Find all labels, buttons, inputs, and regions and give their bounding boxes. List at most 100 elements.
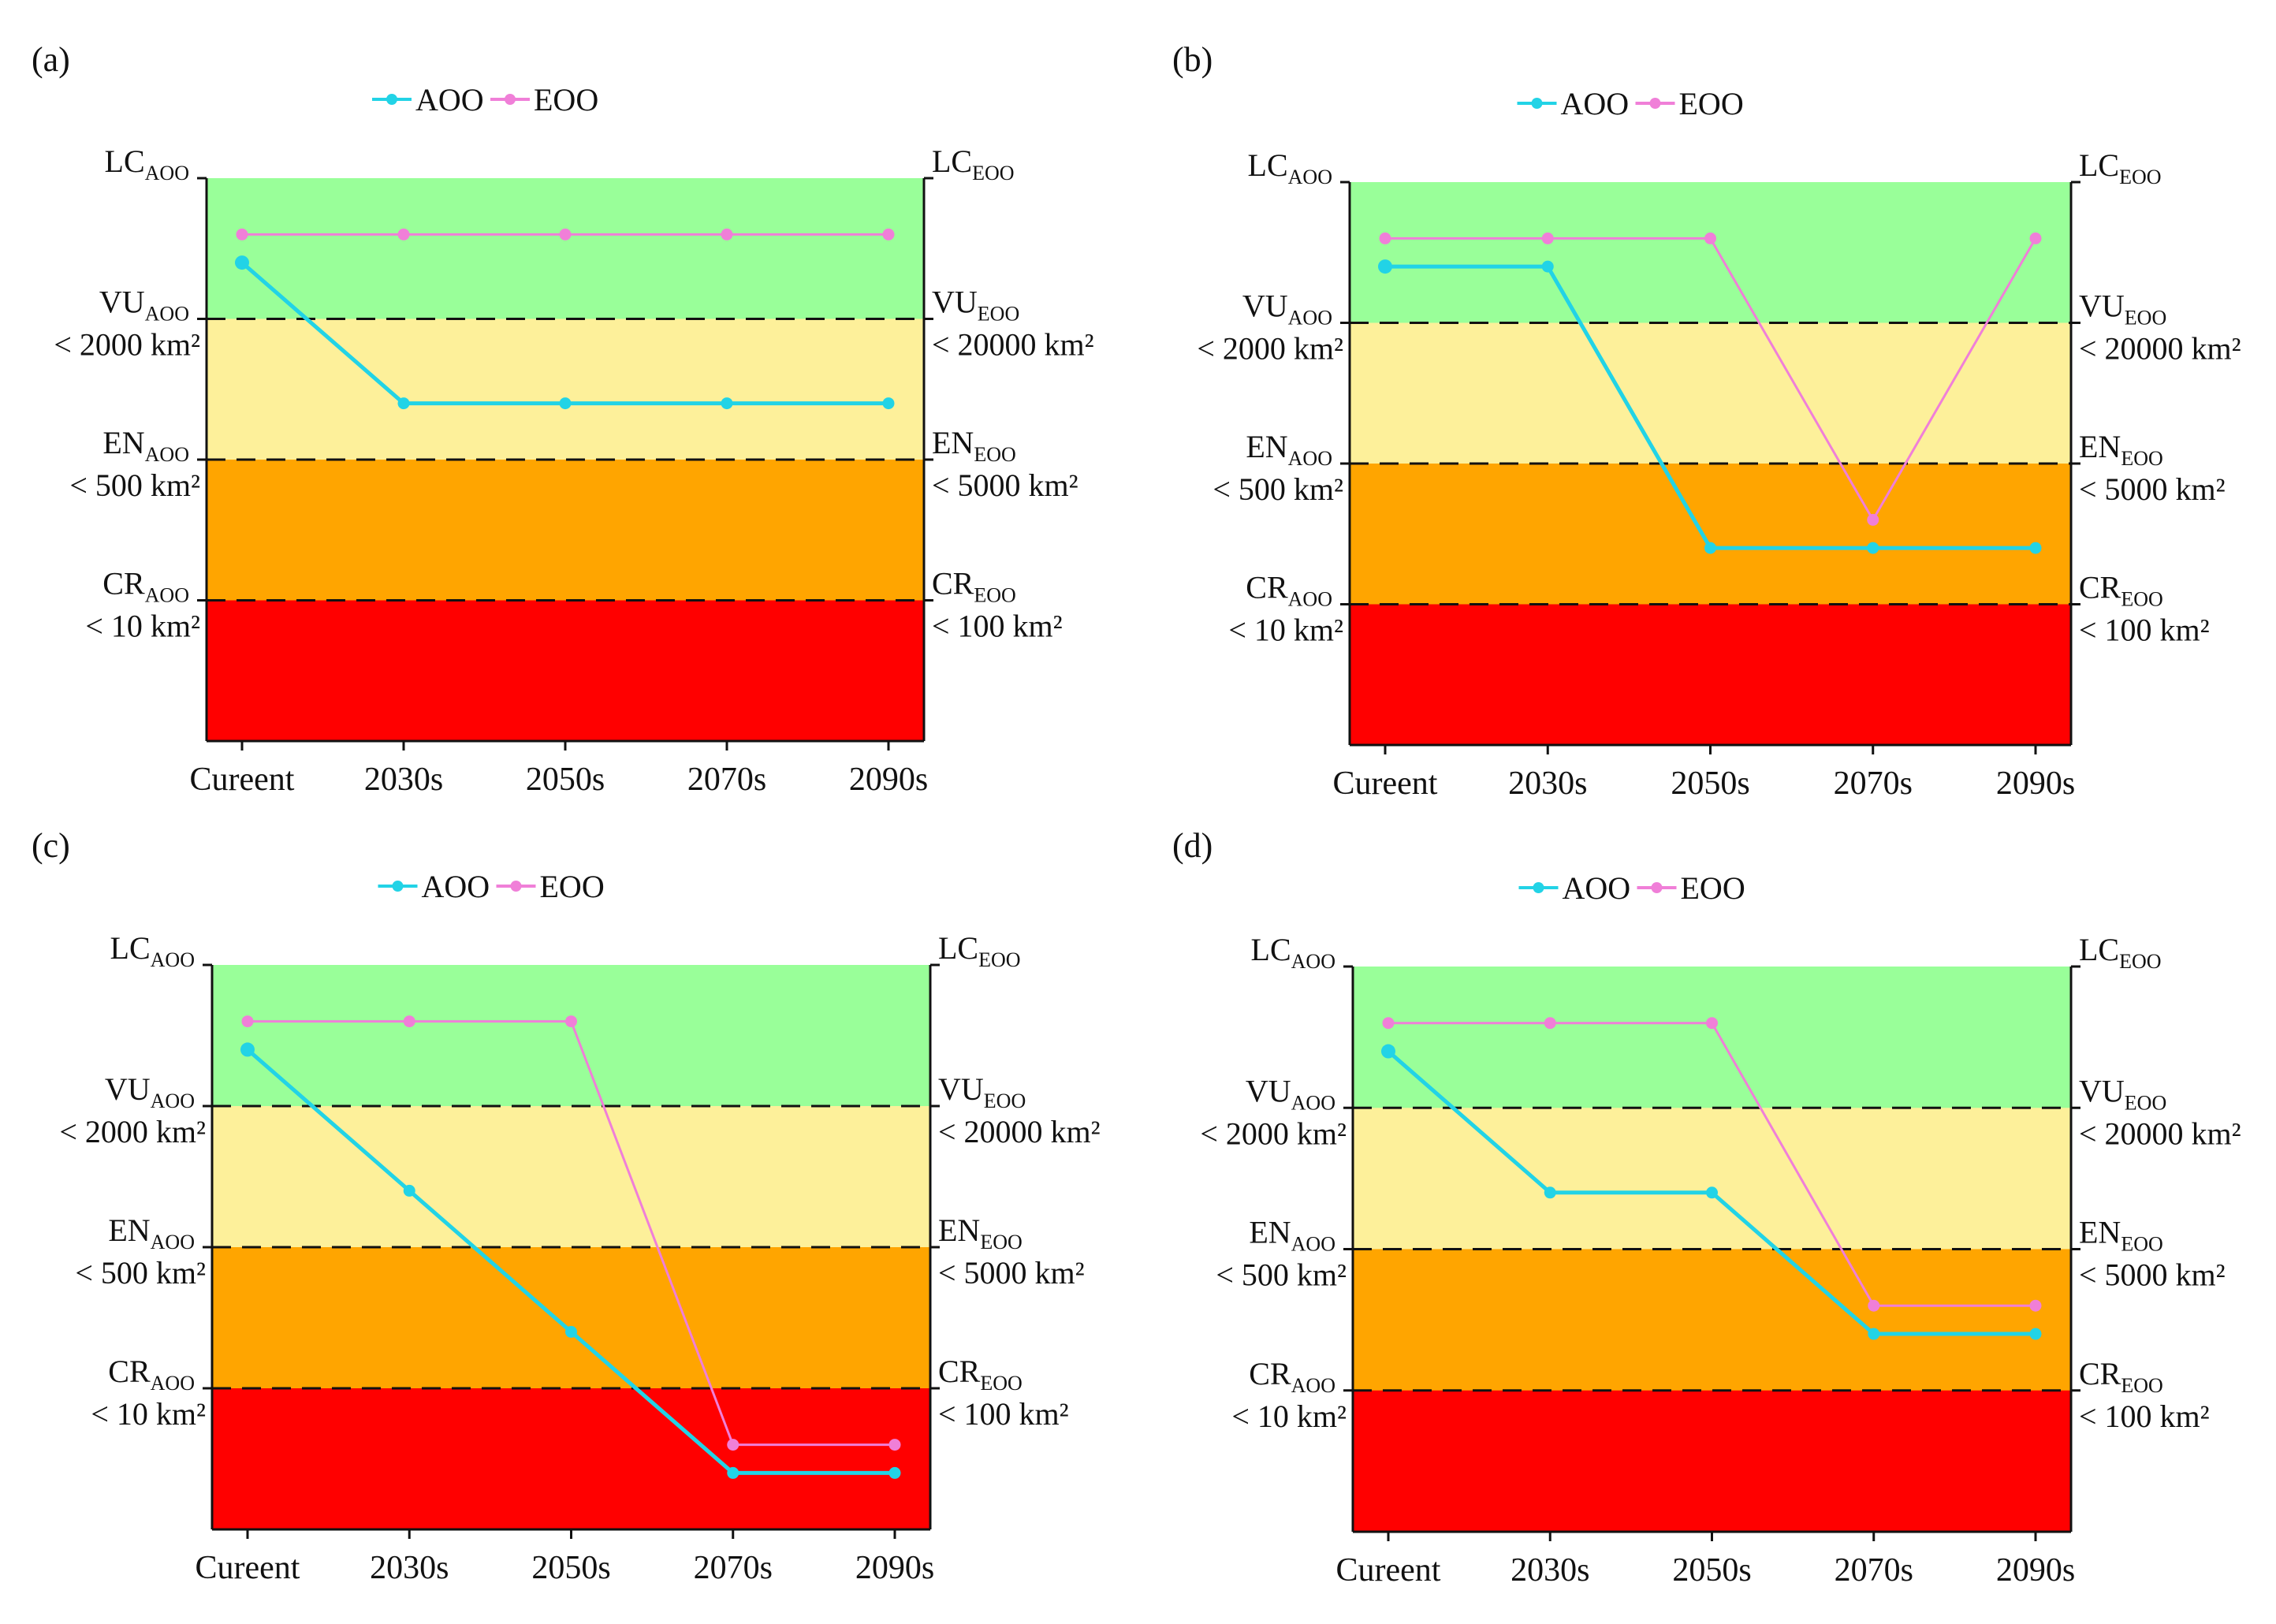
label-abbr: VU [99,285,145,320]
right-threshold-label: < 20000 km² [938,1114,1101,1149]
data-point-eoo [721,228,733,240]
x-tick-label: 2050s [526,762,605,798]
label-subscript: AOO [1288,166,1332,188]
data-point-aoo [1704,542,1716,554]
right-threshold-label: < 100 km² [938,1396,1069,1432]
label-abbr: VU [1242,289,1288,324]
left-label-cr: CRAOO [1249,1356,1335,1397]
panel-label: (b) [1172,40,1213,79]
label-subscript: AOO [151,1231,195,1253]
right-label-vu: VUEOO [2079,289,2166,330]
legend-swatch-marker [510,881,522,892]
label-abbr: EN [938,1212,980,1248]
x-tick-label: 2090s [849,762,928,798]
data-point-eoo [1706,1017,1718,1030]
band-cr [1353,1390,2071,1533]
label-subscript: AOO [145,162,189,184]
label-abbr: CR [938,1354,981,1389]
right-threshold-label: < 100 km² [2079,613,2210,648]
left-threshold-label: < 500 km² [1216,1257,1347,1293]
right-label-cr: CREOO [2079,1356,2163,1397]
label-abbr: CR [102,566,145,602]
data-point-aoo [888,1466,901,1479]
label-abbr: EN [2079,429,2121,464]
band-cr [1350,604,2071,746]
label-subscript: EOO [2119,950,2161,973]
label-abbr: LC [2079,147,2119,183]
panel-label: (a) [32,40,70,79]
data-point-eoo [403,1015,415,1028]
x-tick-label: 2090s [855,1550,934,1586]
x-tick-label: Cureent [196,1550,300,1586]
left-threshold-label: < 2000 km² [1200,1116,1347,1151]
label-abbr: CR [1246,570,1288,605]
data-point-eoo [888,1439,901,1451]
label-abbr: EN [932,425,974,460]
label-subscript: AOO [1291,1233,1335,1256]
label-subscript: AOO [1288,307,1332,330]
right-label-cr: CREOO [938,1354,1023,1395]
left-threshold-label: < 10 km² [1231,1399,1347,1434]
right-label-lc: LCEOO [938,930,1021,971]
data-point-eoo [1704,232,1716,244]
right-threshold-label: < 20000 km² [932,327,1094,363]
left-label-cr: CRAOO [102,566,189,607]
label-abbr: CR [2079,1356,2121,1391]
label-abbr: LC [1248,147,1288,183]
label-abbr: LC [2079,932,2119,967]
label-subscript: AOO [151,1089,195,1112]
legend-label: EOO [534,82,598,117]
label-subscript: AOO [1291,1374,1335,1397]
label-abbr: EN [1249,1215,1291,1250]
left-label-vu: VUAOO [105,1071,195,1112]
label-abbr: EN [102,425,144,460]
panel-label: (d) [1172,826,1213,865]
data-point-aoo [1544,1186,1556,1199]
x-tick-label: Cureent [1333,765,1438,802]
label-abbr: VU [1246,1073,1291,1108]
x-tick-label: Cureent [190,762,295,798]
data-point-eoo [727,1439,739,1451]
x-tick-label: 2030s [1511,1552,1589,1589]
left-label-vu: VUAOO [1242,289,1332,330]
data-point-eoo [559,228,572,240]
data-point-eoo [882,228,895,240]
data-point-eoo [1544,1017,1556,1030]
left-threshold-label: < 10 km² [1228,613,1343,648]
label-subscript: AOO [145,303,189,326]
label-subscript: EOO [2119,166,2161,188]
data-point-eoo [565,1015,577,1028]
label-subscript: EOO [974,584,1015,607]
data-point-eoo [241,1015,254,1028]
band-en [207,460,924,601]
chart-panel-c: (c)Cureent 2030s 2050s 2070s 2090sLCAOOVUAOO… [32,826,1101,1586]
data-point-aoo [1706,1186,1718,1199]
label-subscript: EOO [2121,588,2162,611]
right-threshold-label: < 100 km² [2079,1399,2210,1434]
data-point-eoo [2029,1299,2042,1312]
band-vu [1350,322,2071,464]
data-point-aoo [882,397,895,410]
data-point-aoo [235,255,249,270]
data-point-aoo [1381,1044,1395,1059]
right-label-en: ENEOO [2079,1215,2163,1256]
data-point-aoo [240,1042,255,1057]
label-subscript: AOO [1288,447,1332,470]
left-label-vu: VUAOO [99,285,189,326]
label-subscript: AOO [1291,950,1335,973]
right-threshold-label: < 100 km² [932,609,1063,644]
label-subscript: AOO [151,1372,195,1395]
chart-panel-a: (a)Cureent 2030s 2050s 2070s 2090sLCAOOVUAOO… [32,40,1094,798]
label-subscript: AOO [145,584,189,607]
data-point-eoo [1541,232,1554,244]
right-threshold-label: < 5000 km² [2079,471,2226,507]
label-subscript: EOO [2125,307,2166,330]
band-en [1353,1249,2071,1391]
label-abbr: VU [932,285,978,320]
left-label-lc: LCAOO [110,930,195,971]
data-point-aoo [2029,542,2042,554]
legend-label: AOO [1561,86,1630,121]
x-tick-label: 2070s [687,762,766,798]
legend-swatch-marker [392,881,404,892]
